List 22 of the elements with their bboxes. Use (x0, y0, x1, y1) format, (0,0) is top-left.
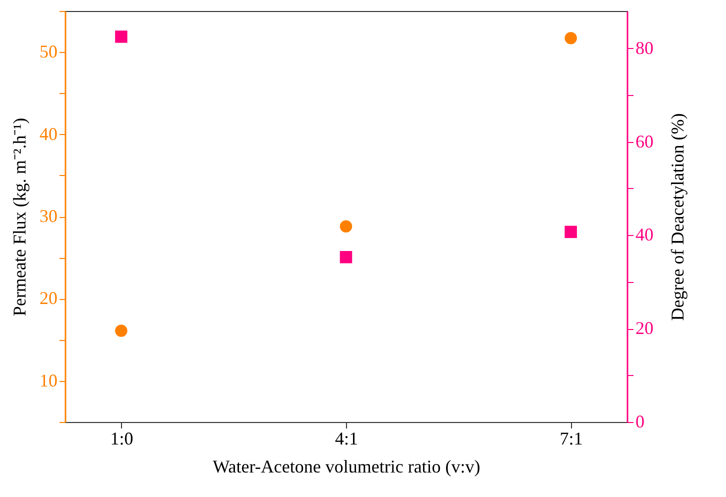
y2-tick-label: 20 (636, 318, 654, 338)
y-tick-label: 30 (40, 206, 58, 226)
y-tick-label: 40 (40, 124, 58, 144)
point (340, 251, 352, 264)
y-tick-label: 10 (40, 370, 58, 390)
point (340, 220, 352, 232)
y2-tick-label: 80 (636, 38, 654, 58)
y2-tick-label: 40 (636, 224, 654, 245)
y-axis-title: Permeate Flux (kg. m⁻².h⁻¹) (10, 118, 30, 316)
x-tick-label: 1:0 (110, 428, 134, 448)
point (115, 324, 128, 337)
y2-tick-label: 60 (636, 131, 654, 152)
x-axis-title: Water-Acetone volumetric ratio (v:v) (212, 456, 480, 476)
point (564, 226, 577, 238)
x-tick-label: 7:1 (560, 428, 583, 448)
y2-axis-title: Degree of Deacetylation (%) (668, 113, 688, 321)
y2-tick-label: 0 (636, 412, 644, 432)
x-tick-label: 4:1 (334, 428, 358, 448)
y-tick-label: 20 (40, 288, 58, 308)
point (115, 30, 128, 43)
point (564, 32, 577, 44)
y-tick-label: 50 (40, 42, 58, 62)
